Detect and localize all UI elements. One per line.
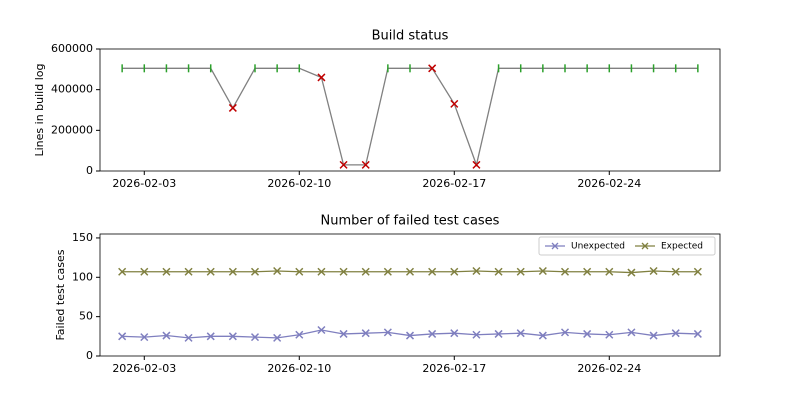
x-tick-label: 2026-02-03 — [112, 177, 176, 190]
data-point — [118, 332, 127, 341]
data-point — [295, 330, 304, 339]
data-point — [383, 267, 392, 276]
data-point — [405, 331, 415, 340]
legend-label: Expected — [661, 242, 703, 252]
y-tick-label: 100 — [72, 270, 93, 283]
data-point — [428, 267, 437, 276]
data-point — [250, 333, 260, 342]
data-point — [206, 332, 215, 341]
data-point — [273, 266, 282, 276]
data-point — [184, 267, 193, 276]
data-point — [140, 333, 149, 342]
data-point — [361, 160, 370, 169]
data-point — [494, 329, 503, 338]
data-point — [118, 267, 127, 276]
data-point — [317, 325, 326, 335]
x-tick-label: 2026-02-17 — [422, 177, 486, 190]
data-point — [228, 267, 237, 276]
data-point — [450, 267, 459, 276]
x-tick-label: 2026-02-10 — [267, 362, 331, 375]
chart-title: Build status — [372, 29, 449, 44]
data-point — [472, 330, 481, 339]
data-point — [228, 103, 237, 112]
series-line — [122, 67, 698, 168]
data-point — [405, 267, 415, 276]
data-point — [560, 328, 570, 337]
data-point — [361, 329, 370, 338]
data-point — [250, 267, 260, 276]
legend-box — [538, 236, 716, 256]
data-point — [450, 99, 459, 108]
legend-marker — [551, 242, 559, 250]
data-point — [605, 330, 614, 339]
legend-marker — [641, 242, 649, 250]
plot-frame — [99, 48, 721, 172]
data-point — [162, 331, 171, 340]
data-point — [339, 267, 348, 276]
y-axis-label: Lines in build log — [33, 64, 46, 157]
data-point — [383, 328, 392, 337]
data-point — [693, 329, 702, 338]
legend-label: Unexpected — [571, 242, 625, 252]
data-point — [516, 267, 525, 276]
data-point — [671, 329, 680, 338]
x-tick-label: 2026-02-03 — [112, 362, 176, 375]
data-point — [583, 267, 592, 276]
data-point — [671, 267, 680, 276]
y-tick-label: 600000 — [51, 42, 93, 55]
data-point — [560, 267, 570, 276]
data-point — [649, 266, 658, 276]
data-point — [228, 332, 237, 341]
data-point — [273, 333, 282, 342]
data-point — [583, 329, 592, 338]
y-tick-label: 0 — [86, 164, 93, 177]
data-point — [472, 160, 481, 169]
data-point — [538, 331, 547, 340]
data-point — [516, 329, 525, 338]
data-point — [206, 267, 215, 276]
y-axis-label: Failed test cases — [54, 249, 67, 340]
data-point — [472, 266, 481, 276]
data-point — [693, 267, 702, 276]
x-tick-label: 2026-02-17 — [422, 362, 486, 375]
y-tick-label: 0 — [86, 349, 93, 362]
data-point — [361, 267, 370, 276]
data-point — [317, 73, 326, 82]
data-point — [339, 160, 348, 169]
data-point — [295, 267, 304, 276]
data-point — [317, 267, 326, 276]
data-point — [649, 331, 658, 340]
x-tick-label: 2026-02-24 — [577, 362, 641, 375]
y-tick-label: 200000 — [51, 123, 93, 136]
chart-title: Number of failed test cases — [321, 214, 500, 229]
y-tick-label: 50 — [79, 310, 93, 323]
y-tick-label: 400000 — [51, 83, 93, 96]
plot-frame — [99, 233, 721, 357]
data-point — [494, 267, 503, 276]
data-point — [627, 268, 636, 277]
x-tick-label: 2026-02-10 — [267, 177, 331, 190]
x-tick-label: 2026-02-24 — [577, 177, 641, 190]
y-tick-label: 150 — [72, 231, 93, 244]
data-point — [162, 267, 171, 276]
data-point — [627, 328, 636, 337]
data-point — [450, 329, 459, 338]
data-point — [538, 266, 547, 276]
data-point — [339, 329, 348, 338]
data-point — [140, 267, 149, 276]
data-point — [428, 329, 437, 338]
data-point — [428, 64, 437, 73]
data-point — [605, 267, 614, 276]
data-point — [184, 333, 193, 342]
